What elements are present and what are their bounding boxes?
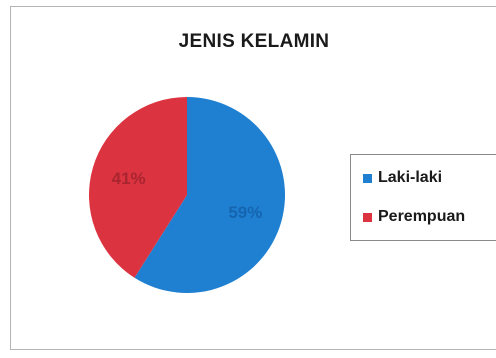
legend-item-laki-laki: Laki-laki [363,169,442,187]
chart-title: JENIS KELAMIN [178,31,330,52]
legend-swatch-perempuan [363,212,372,222]
legend-label: Perempuan [378,208,466,225]
legend-item-perempuan: Perempuan [363,208,465,226]
legend-swatch-laki-laki [363,173,372,183]
data-label-laki-laki: 59% [228,203,262,222]
pie-slice-laki-laki [134,97,285,293]
pie-slice-perempuan [88,97,187,278]
legend-label: Laki-laki [378,169,443,186]
legend: Laki-laki Perempuan [350,154,496,241]
pie-chart: 59% 41% [88,97,285,293]
data-label-perempuan: 41% [112,169,146,188]
chart-area: JENIS KELAMIN 59% 41% Laki-laki Perempuan [10,6,496,350]
